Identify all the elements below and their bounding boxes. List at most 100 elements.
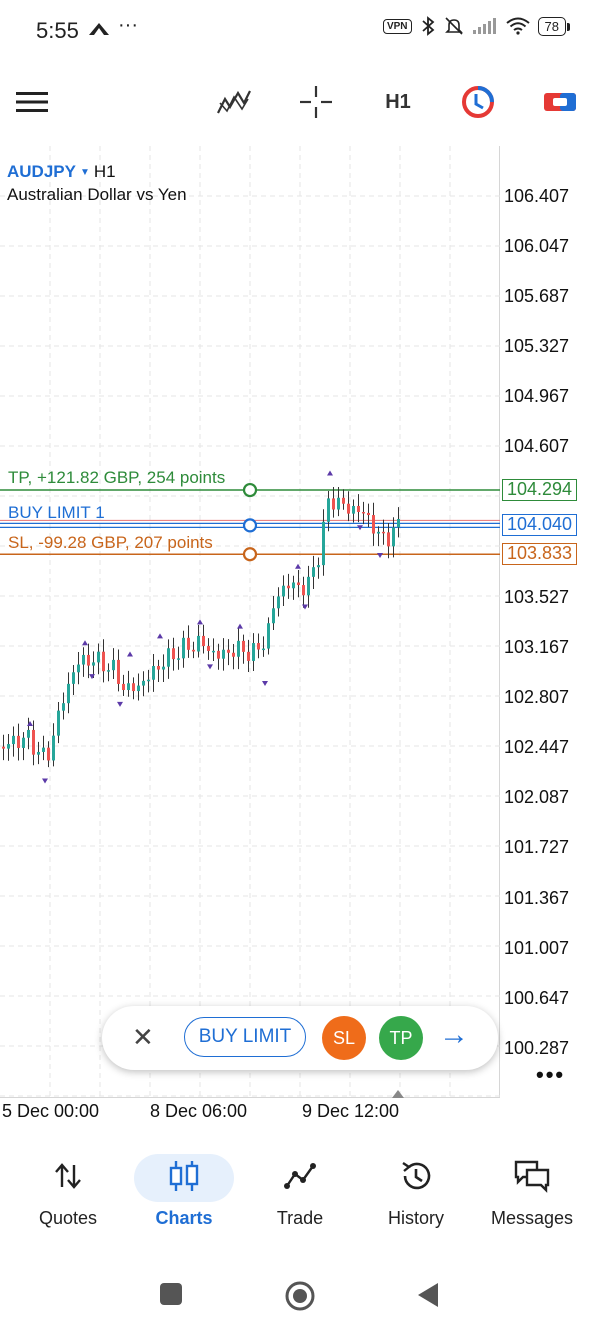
active-tab-indicator	[134, 1154, 234, 1202]
tab-label: Charts	[155, 1208, 213, 1228]
timeframe-button[interactable]: H1	[378, 82, 418, 122]
candle-body	[362, 511, 365, 514]
candle-body	[247, 651, 250, 661]
candle-body	[282, 585, 285, 597]
arrow-right-icon[interactable]: →	[439, 1018, 469, 1051]
candle-body	[342, 497, 345, 504]
candle-body	[352, 505, 355, 514]
candle-body	[242, 640, 245, 652]
candle-body	[32, 729, 35, 755]
price-label: 106.047	[504, 236, 570, 256]
fractal-marker	[89, 674, 95, 680]
menu-button[interactable]	[14, 82, 50, 122]
back-icon[interactable]	[416, 1282, 440, 1308]
crosshair-button[interactable]	[298, 82, 334, 122]
candle-body	[262, 648, 265, 651]
candle-body	[192, 649, 195, 652]
candle-body	[2, 746, 5, 749]
fractal-marker	[42, 778, 48, 784]
sl-level-label[interactable]: SL, -99.28 GBP, 207 points	[8, 533, 213, 552]
fractal-marker	[327, 470, 333, 476]
mute-icon	[444, 17, 463, 35]
price-label: 104.967	[504, 386, 570, 406]
fractal-marker	[82, 640, 88, 646]
candle-body	[167, 648, 170, 667]
candle-body	[372, 515, 375, 534]
tab-quotes[interactable]: Quotes	[10, 1150, 126, 1240]
indicators-button[interactable]	[214, 82, 254, 122]
price-label: 101.727	[504, 837, 570, 857]
price-label: 101.007	[504, 938, 570, 958]
candle-body	[92, 662, 95, 666]
status-bar: 5:55 ··· VPN 78	[0, 0, 600, 60]
symbol-selector[interactable]: AUDJPY ▼ H1	[7, 162, 116, 182]
new-order-button[interactable]	[540, 82, 580, 122]
candle-body	[22, 737, 25, 748]
stop-loss-button[interactable]: SL	[322, 1016, 366, 1060]
candle-body	[162, 666, 165, 670]
tab-label: History	[387, 1208, 444, 1228]
candle-body	[177, 658, 180, 660]
fractal-marker	[197, 619, 203, 625]
buy-limit-price-box: 104.040	[502, 514, 578, 536]
trade-icon	[284, 1163, 316, 1189]
candle-body	[327, 498, 330, 522]
candle-body	[277, 596, 280, 609]
quotes-icon	[55, 1163, 81, 1189]
tp-level-label[interactable]: TP, +121.82 GBP, 254 points	[8, 468, 226, 487]
tab-trade[interactable]: Trade	[242, 1150, 358, 1240]
candle-body	[202, 635, 205, 647]
more-options-icon[interactable]: •••	[536, 1062, 566, 1087]
hamburger-icon	[16, 92, 48, 112]
candle-body	[147, 679, 150, 682]
buy-limit-level-label[interactable]: BUY LIMIT 1	[8, 503, 105, 522]
candle-body	[322, 521, 325, 566]
one-click-trading-button[interactable]	[458, 82, 498, 122]
candle-body	[232, 652, 235, 657]
tab-label: Trade	[276, 1208, 324, 1228]
sl-price-box: 103.833	[502, 543, 578, 565]
candle-body	[172, 648, 175, 660]
candle-body	[17, 735, 20, 748]
candle-body	[82, 654, 85, 665]
candle-body	[287, 585, 290, 589]
candle-body	[222, 649, 225, 659]
price-label: 103.527	[504, 587, 570, 607]
recent-apps-icon[interactable]	[159, 1282, 183, 1306]
symbol-name: AUDJPY	[7, 162, 76, 181]
tp-handle	[242, 482, 258, 498]
candle-body	[292, 582, 295, 589]
tab-label: Quotes	[38, 1208, 98, 1228]
price-label: 106.407	[504, 186, 570, 206]
candle-body	[217, 650, 220, 659]
time-label: 8 Dec 06:00	[150, 1101, 248, 1121]
candle-body	[117, 659, 120, 684]
home-icon[interactable]	[284, 1280, 316, 1312]
candle-body	[142, 680, 145, 686]
tab-history[interactable]: History	[358, 1150, 474, 1240]
chart-area[interactable]	[0, 146, 500, 1098]
time-label: 9 Dec 12:00	[302, 1101, 400, 1121]
close-icon[interactable]: ✕	[132, 1022, 154, 1052]
app-notification-icon	[89, 23, 109, 35]
tab-charts[interactable]: Charts	[126, 1150, 242, 1240]
candle-body	[347, 503, 350, 514]
candle-body	[187, 637, 190, 650]
candle-body	[52, 735, 55, 761]
sl-handle	[242, 547, 258, 562]
price-label: 102.087	[504, 787, 570, 807]
price-chart[interactable]	[0, 146, 500, 1098]
more-notifications-icon: ···	[118, 14, 138, 36]
order-type-button[interactable]: BUY LIMIT	[184, 1017, 306, 1057]
fractal-marker	[27, 721, 33, 727]
take-profit-button[interactable]: TP	[379, 1016, 423, 1060]
tab-messages[interactable]: Messages	[474, 1150, 590, 1240]
time-label: 5 Dec 00:00	[2, 1101, 100, 1121]
price-label: 102.807	[504, 687, 570, 707]
chart-toolbar: H1	[0, 70, 600, 134]
candle-body	[307, 576, 310, 596]
price-label: 105.327	[504, 336, 570, 356]
price-label: 100.647	[504, 988, 570, 1008]
crosshair-icon	[300, 86, 332, 118]
symbol-timeframe: H1	[93, 162, 116, 181]
